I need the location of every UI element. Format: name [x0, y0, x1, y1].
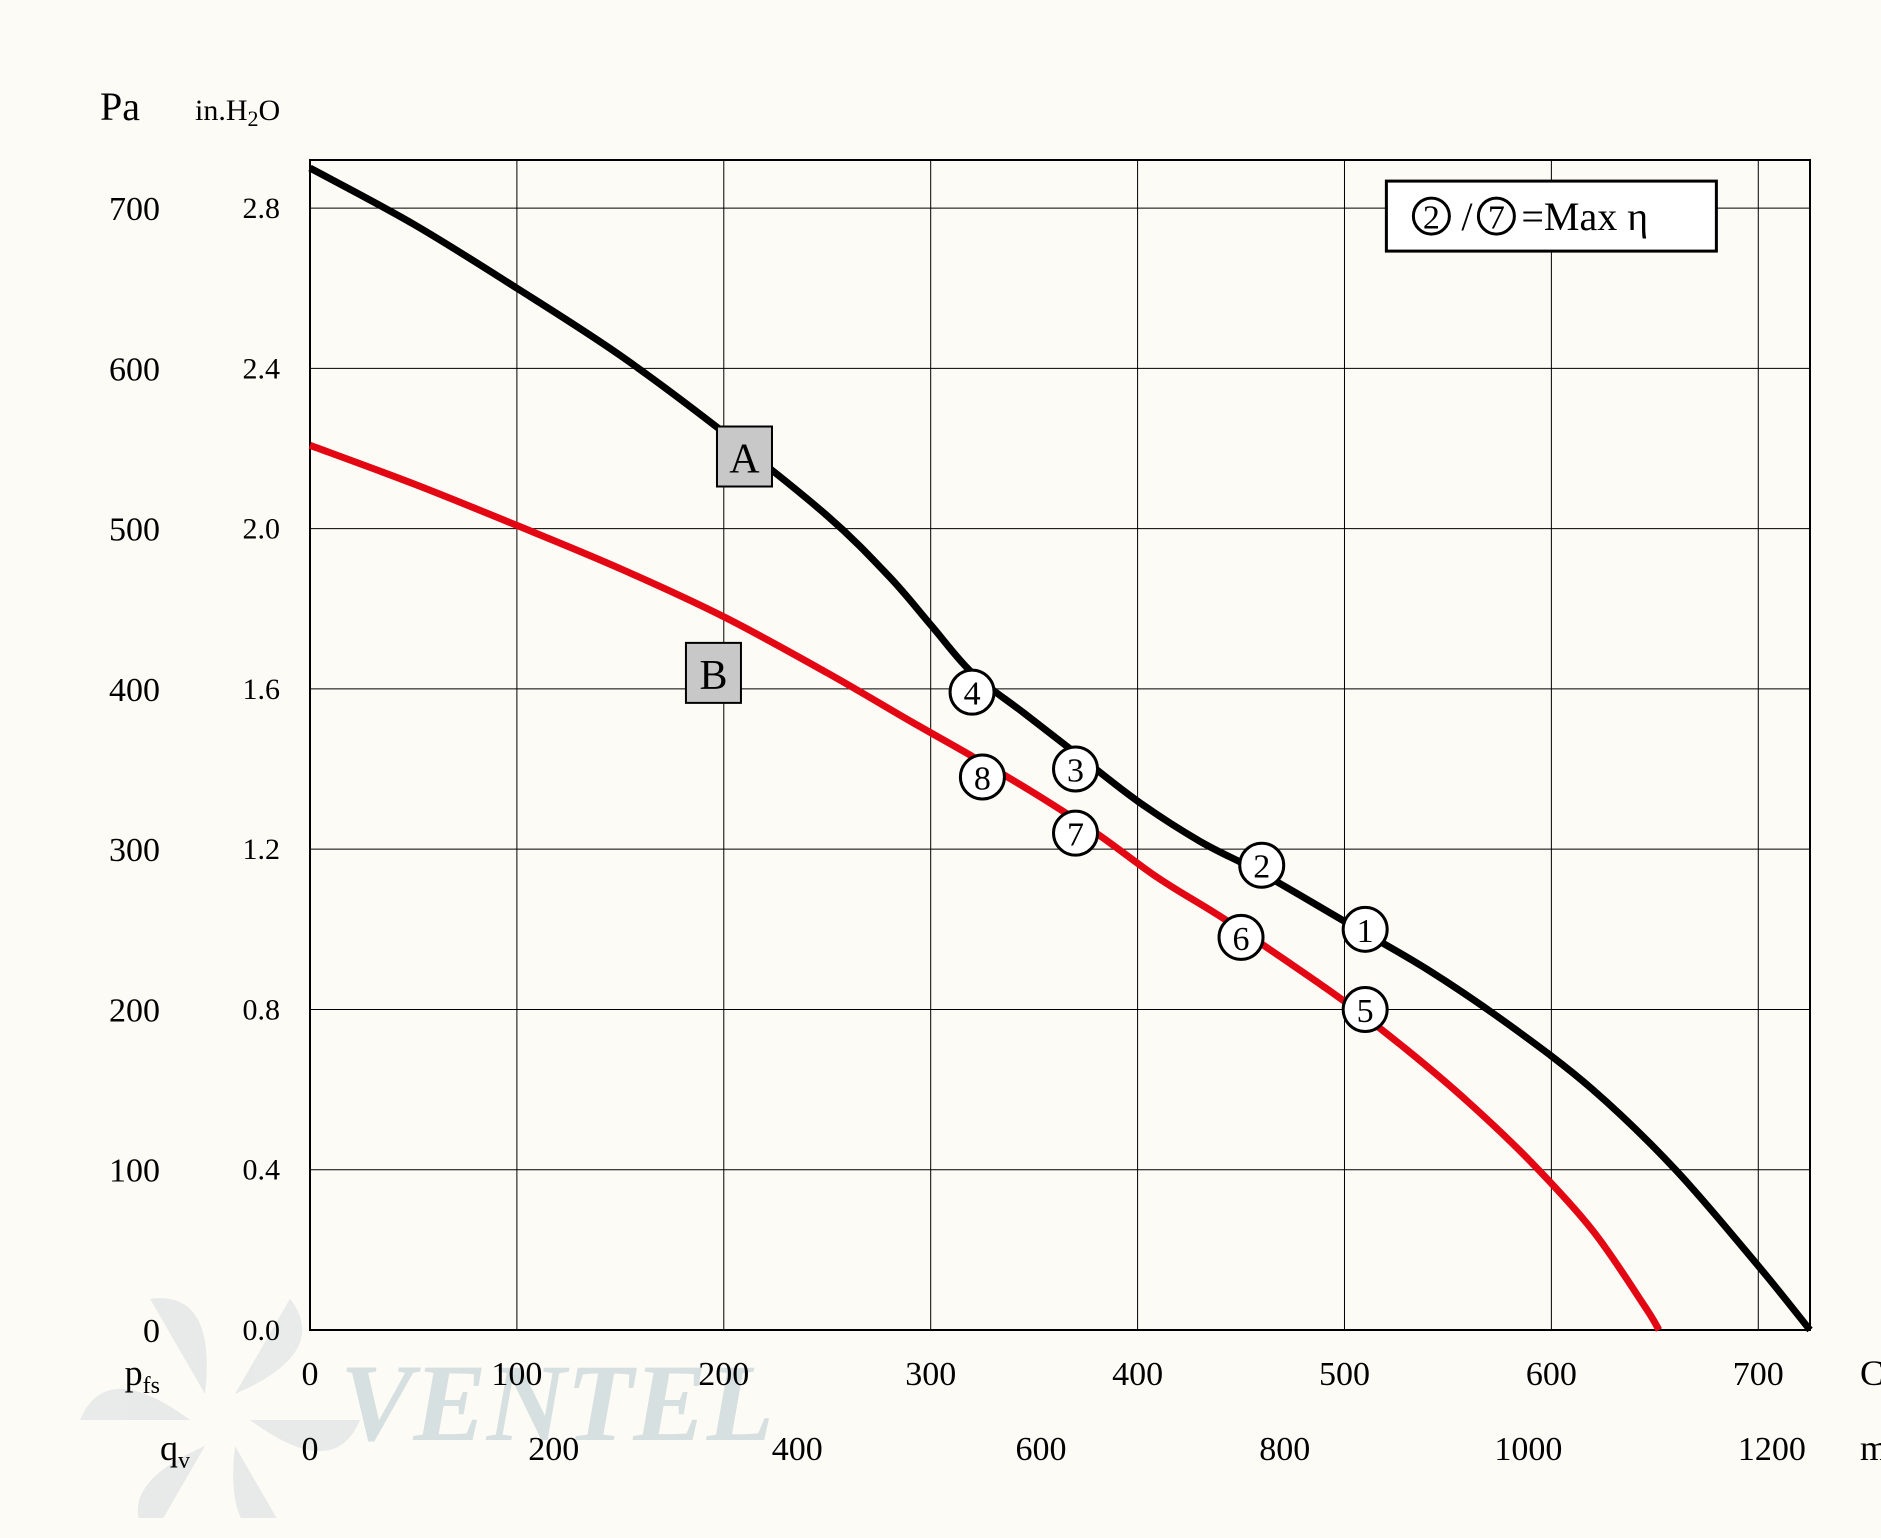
svg-text:0: 0	[302, 1431, 319, 1468]
svg-text:0.4: 0.4	[243, 1154, 281, 1187]
svg-text:400: 400	[772, 1431, 823, 1468]
svg-text:0: 0	[302, 1356, 319, 1393]
marker-6: 6	[1219, 915, 1263, 959]
svg-text:1200: 1200	[1738, 1431, 1806, 1468]
svg-text:2.4: 2.4	[243, 352, 281, 385]
svg-text:400: 400	[1112, 1356, 1163, 1393]
svg-text:6: 6	[1233, 921, 1250, 958]
svg-text:7: 7	[1488, 200, 1505, 237]
svg-text:400: 400	[109, 672, 160, 709]
svg-text:2.8: 2.8	[243, 192, 281, 225]
svg-text:700: 700	[109, 191, 160, 228]
svg-text:4: 4	[964, 676, 981, 713]
y2-axis-label: in.H2O	[195, 94, 280, 131]
svg-text:0.0: 0.0	[243, 1314, 281, 1347]
svg-text:/: /	[1461, 194, 1473, 239]
fan-performance-chart: VENTELPa0100200300400500600700in.H2O0.00…	[20, 20, 1881, 1518]
svg-text:0: 0	[143, 1313, 160, 1350]
svg-text:1000: 1000	[1494, 1431, 1562, 1468]
svg-text:1.6: 1.6	[243, 673, 281, 706]
svg-text:100: 100	[109, 1153, 160, 1190]
svg-text:5: 5	[1357, 993, 1374, 1030]
marker-2: 2	[1240, 843, 1284, 887]
svg-text:2: 2	[1423, 200, 1440, 237]
x2-axis-unit: m3/h	[1860, 1428, 1881, 1468]
marker-5: 5	[1343, 987, 1387, 1031]
marker-4: 4	[950, 670, 994, 714]
svg-text:0.8: 0.8	[243, 993, 281, 1026]
svg-text:700: 700	[1733, 1356, 1784, 1393]
svg-text:600: 600	[1015, 1431, 1066, 1468]
svg-text:100: 100	[491, 1356, 542, 1393]
svg-text:200: 200	[528, 1431, 579, 1468]
marker-3: 3	[1054, 747, 1098, 791]
svg-text:1.2: 1.2	[243, 833, 281, 866]
svg-text:1: 1	[1357, 913, 1374, 950]
svg-text:8: 8	[974, 761, 991, 798]
svg-text:200: 200	[698, 1356, 749, 1393]
svg-text:300: 300	[905, 1356, 956, 1393]
svg-text:7: 7	[1067, 817, 1084, 854]
svg-text:CFM: CFM	[1860, 1353, 1881, 1393]
svg-text:200: 200	[109, 992, 160, 1029]
svg-text:=Max η: =Max η	[1521, 194, 1648, 239]
marker-7: 7	[1054, 811, 1098, 855]
marker-1: 1	[1343, 907, 1387, 951]
svg-text:3: 3	[1067, 753, 1084, 790]
svg-text:2: 2	[1253, 849, 1270, 886]
svg-text:600: 600	[109, 351, 160, 388]
svg-text:Pa: Pa	[100, 84, 140, 129]
svg-text:500: 500	[1319, 1356, 1370, 1393]
curve-b-label: B	[699, 653, 727, 699]
marker-8: 8	[960, 755, 1004, 799]
svg-text:2.0: 2.0	[243, 513, 281, 546]
svg-text:500: 500	[109, 512, 160, 549]
svg-text:600: 600	[1526, 1356, 1577, 1393]
svg-text:800: 800	[1259, 1431, 1310, 1468]
curve-a-label: A	[729, 437, 760, 483]
svg-text:300: 300	[109, 832, 160, 869]
